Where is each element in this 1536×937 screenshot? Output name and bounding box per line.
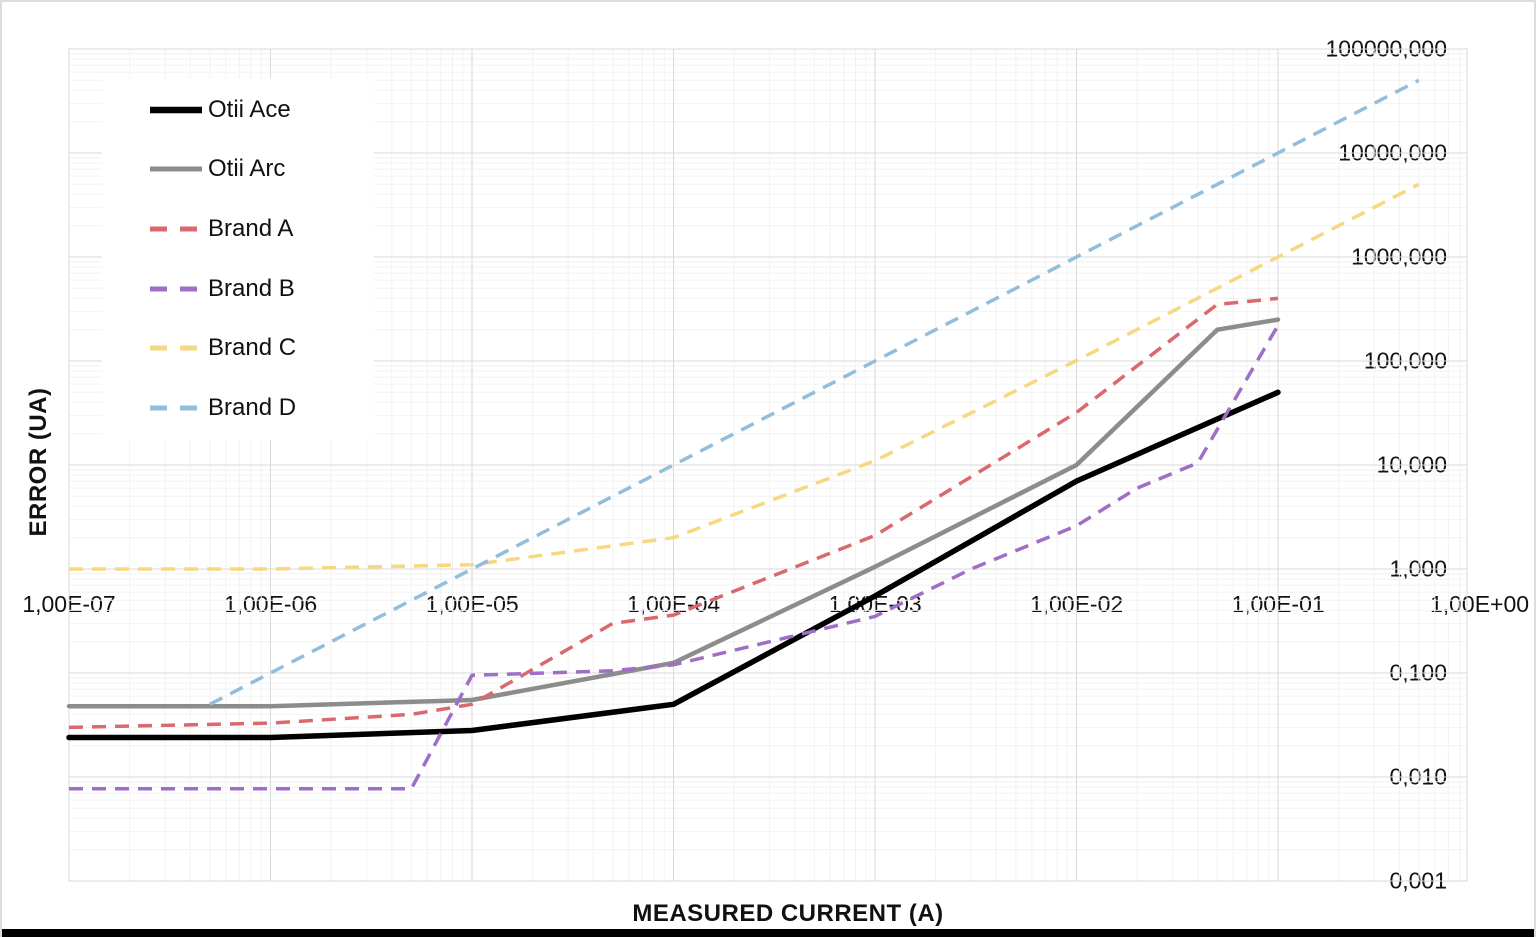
series-line-brand-c bbox=[69, 182, 1420, 571]
brand-b-line-sample-icon bbox=[150, 286, 202, 292]
legend-item-brand-a: Brand A bbox=[102, 206, 374, 252]
legend-label: Otii Arc bbox=[208, 155, 286, 183]
x-tick-label: 1,00E+00 bbox=[1429, 591, 1530, 617]
legend-item-brand-c: Brand C bbox=[102, 325, 374, 371]
bottom-black-bar bbox=[2, 929, 1534, 937]
legend-item-brand-b: Brand B bbox=[102, 266, 374, 312]
series-line-brand-b bbox=[69, 324, 1280, 791]
legend: Otii Ace Otii Arc Brand A Brand B Brand … bbox=[102, 78, 374, 440]
legend-label: Brand D bbox=[208, 394, 297, 422]
legend-item-brand-d: Brand D bbox=[102, 385, 374, 431]
legend-label: Brand B bbox=[208, 274, 295, 302]
legend-item-otii-arc: Otii Arc bbox=[102, 146, 374, 192]
otii-arc-line-sample-icon bbox=[150, 166, 202, 172]
legend-label: Brand A bbox=[208, 215, 294, 243]
legend-label: Otii Ace bbox=[208, 95, 291, 123]
otii-ace-line-sample-icon bbox=[150, 106, 202, 114]
brand-a-line-sample-icon bbox=[150, 226, 202, 232]
brand-c-line-sample-icon bbox=[150, 345, 202, 351]
series-line-otii-arc bbox=[66, 317, 1281, 709]
x-axis-title: MEASURED CURRENT (A) bbox=[632, 900, 944, 927]
brand-d-line-sample-icon bbox=[150, 405, 202, 411]
plot-border bbox=[68, 48, 1468, 882]
series-line-otii-ace bbox=[66, 389, 1281, 741]
legend-label: Brand C bbox=[208, 334, 297, 362]
legend-item-otii-ace: Otii Ace bbox=[102, 87, 374, 133]
